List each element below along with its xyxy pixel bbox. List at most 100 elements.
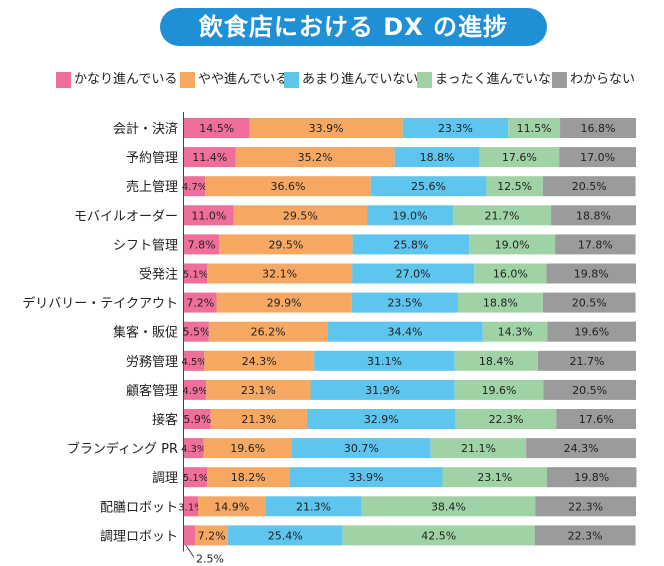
data-label: 24.3% bbox=[564, 442, 599, 455]
category-label: 会計・決済 bbox=[113, 121, 178, 137]
bar-segment bbox=[184, 350, 205, 371]
data-label: 14.9% bbox=[214, 500, 249, 513]
bar-segment bbox=[292, 438, 431, 459]
bar-segment bbox=[207, 467, 290, 488]
bar-segment bbox=[508, 118, 561, 138]
bar-segment bbox=[207, 263, 353, 284]
bar-segment bbox=[233, 205, 368, 226]
data-label: 30.7% bbox=[344, 442, 379, 455]
data-label: 22.3% bbox=[489, 413, 524, 426]
legend-label: まったく進んでいない bbox=[435, 72, 564, 87]
bar-segment bbox=[314, 350, 455, 371]
bar-segment bbox=[216, 292, 352, 313]
bar-segment bbox=[535, 496, 636, 517]
bar-segment bbox=[546, 467, 637, 488]
data-label: 17.8% bbox=[578, 238, 613, 251]
bar-segment bbox=[206, 379, 311, 400]
data-label: 21.3% bbox=[241, 413, 276, 426]
category-label: 受発注 bbox=[139, 268, 178, 283]
category-label: モバイルオーダー bbox=[74, 209, 178, 224]
bar-segment bbox=[454, 379, 544, 400]
data-label: 7.8% bbox=[188, 238, 216, 251]
bar-segment bbox=[265, 496, 362, 517]
chart-title: 飲食店における DX の進捗 bbox=[160, 8, 547, 46]
bar-segment bbox=[551, 205, 636, 226]
data-label: 21.3% bbox=[296, 500, 331, 513]
data-label: 17.6% bbox=[579, 413, 614, 426]
bar-segment bbox=[184, 525, 196, 546]
data-label: 18.8% bbox=[483, 297, 518, 310]
category-label: 調理ロボット bbox=[100, 529, 178, 544]
bar-segment bbox=[327, 321, 483, 342]
bar-segment bbox=[526, 438, 636, 459]
data-label: 32.1% bbox=[262, 268, 297, 281]
data-label: 20.5% bbox=[572, 297, 607, 310]
bar-segment bbox=[184, 292, 217, 313]
bar-segment bbox=[430, 438, 527, 459]
data-label: 19.8% bbox=[574, 471, 609, 484]
data-label: 25.6% bbox=[411, 180, 446, 193]
bar-segment bbox=[227, 525, 343, 546]
bar-segment bbox=[184, 234, 220, 255]
bar-segment bbox=[457, 292, 543, 313]
bar-segment bbox=[208, 321, 328, 342]
data-label: 19.0% bbox=[393, 209, 428, 222]
data-label: 2.5% bbox=[196, 552, 224, 565]
data-label: 4.5% bbox=[181, 357, 206, 368]
bar-segment bbox=[537, 350, 636, 371]
bar-segment bbox=[195, 525, 228, 546]
data-label: 35.2% bbox=[298, 151, 333, 164]
data-label: 23.3% bbox=[438, 122, 473, 135]
bar-segment bbox=[486, 176, 543, 197]
bar-segment bbox=[367, 205, 453, 226]
category-label: 調理 bbox=[152, 471, 178, 486]
data-label: 23.1% bbox=[241, 384, 276, 397]
bar-segment bbox=[361, 496, 536, 517]
bar-segment bbox=[184, 496, 199, 517]
data-label: 5.5% bbox=[182, 326, 210, 339]
bar-segment bbox=[555, 234, 636, 255]
legend-swatch bbox=[284, 72, 299, 88]
data-label: 24.3% bbox=[242, 355, 277, 368]
category-label: ブランディング PR bbox=[67, 441, 178, 457]
bar-segment bbox=[442, 467, 547, 488]
bar-segment bbox=[342, 525, 535, 546]
data-label: 5.9% bbox=[183, 413, 211, 426]
callout-line bbox=[185, 545, 195, 558]
data-label: 26.2% bbox=[251, 326, 286, 339]
bar-segment bbox=[452, 205, 552, 226]
data-label: 29.5% bbox=[268, 238, 303, 251]
data-label: 5.1% bbox=[183, 473, 208, 484]
legend-swatch bbox=[180, 72, 195, 88]
bar-segment bbox=[184, 438, 204, 459]
data-label: 32.9% bbox=[364, 413, 399, 426]
bar-segment bbox=[543, 379, 636, 400]
data-label: 42.5% bbox=[421, 529, 456, 542]
bar-segment bbox=[469, 234, 556, 255]
data-label: 38.4% bbox=[431, 500, 466, 513]
bar-segment bbox=[184, 379, 207, 400]
data-label: 19.6% bbox=[482, 384, 517, 397]
legend-label: かなり進んでいる bbox=[74, 72, 178, 87]
bar-segment bbox=[479, 147, 560, 168]
data-label: 18.2% bbox=[231, 471, 266, 484]
data-label: 12.5% bbox=[497, 180, 532, 193]
data-label: 19.6% bbox=[230, 442, 265, 455]
category-label: デリバリー・テイクアウト bbox=[22, 296, 178, 312]
bar-segment bbox=[534, 525, 636, 546]
data-label: 22.3% bbox=[568, 529, 603, 542]
bar-segment bbox=[184, 205, 234, 226]
bar-segment bbox=[352, 234, 470, 255]
data-label: 14.3% bbox=[498, 326, 533, 339]
legend-swatch bbox=[56, 72, 71, 88]
bar-segment bbox=[205, 176, 371, 197]
data-label: 5.1% bbox=[183, 270, 208, 281]
data-label: 18.8% bbox=[420, 151, 455, 164]
bar-segment bbox=[204, 350, 315, 371]
bar-segment bbox=[249, 118, 403, 138]
bar-segment bbox=[352, 263, 475, 284]
bar-segment bbox=[546, 263, 636, 284]
data-label: 7.2% bbox=[186, 297, 214, 310]
bar-segment bbox=[210, 409, 307, 429]
bar-segment bbox=[184, 147, 236, 168]
